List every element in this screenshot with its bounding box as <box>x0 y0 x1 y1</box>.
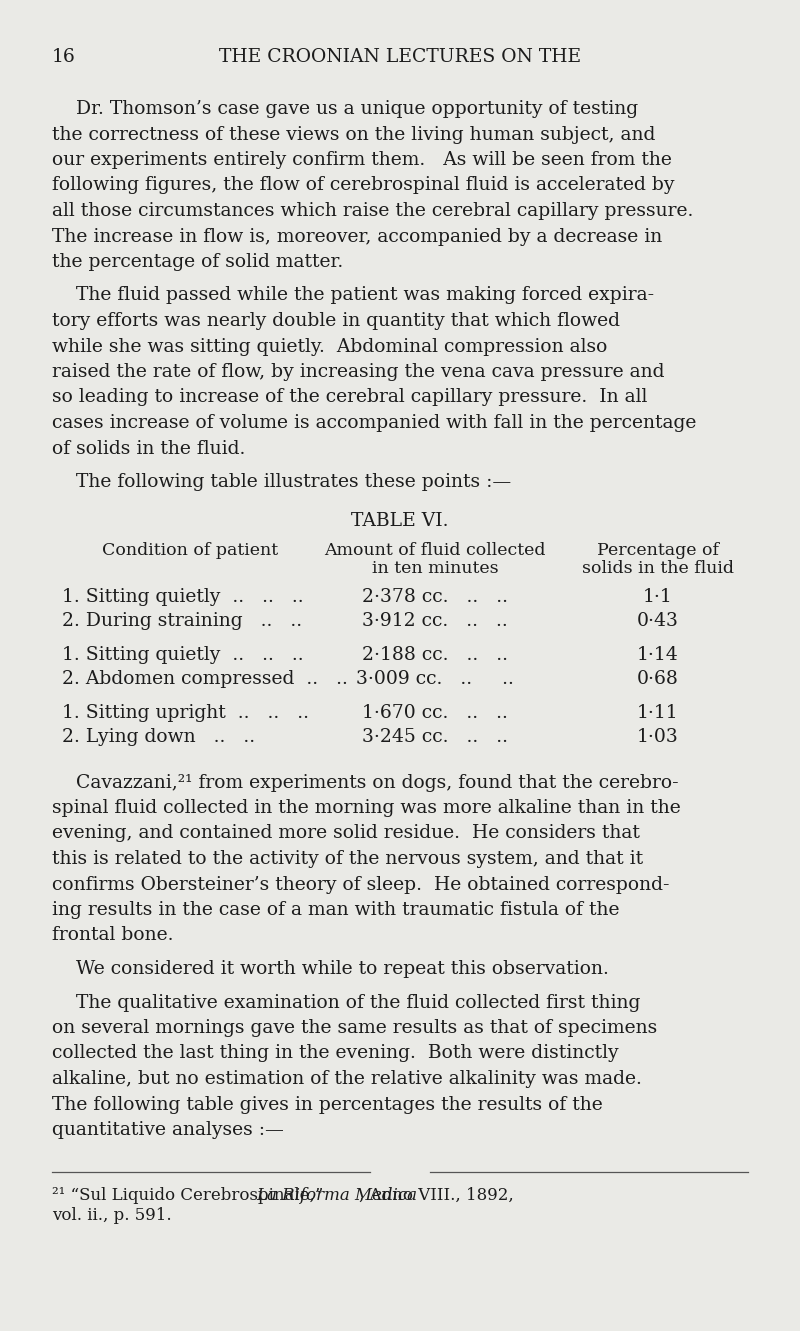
Text: The increase in flow is, moreover, accompanied by a decrease in: The increase in flow is, moreover, accom… <box>52 228 662 245</box>
Text: Condition of patient: Condition of patient <box>102 542 278 559</box>
Text: spinal fluid collected in the morning was more alkaline than in the: spinal fluid collected in the morning wa… <box>52 799 681 817</box>
Text: our experiments entirely confirm them.   As will be seen from the: our experiments entirely confirm them. A… <box>52 150 672 169</box>
Text: in ten minutes: in ten minutes <box>372 560 498 578</box>
Text: alkaline, but no estimation of the relative alkalinity was made.: alkaline, but no estimation of the relat… <box>52 1070 642 1087</box>
Text: collected the last thing in the evening.  Both were distinctly: collected the last thing in the evening.… <box>52 1045 618 1062</box>
Text: 0·68: 0·68 <box>637 671 679 688</box>
Text: The fluid passed while the patient was making forced expira-: The fluid passed while the patient was m… <box>52 286 654 305</box>
Text: following figures, the flow of cerebrospinal fluid is accelerated by: following figures, the flow of cerebrosp… <box>52 177 674 194</box>
Text: Amount of fluid collected: Amount of fluid collected <box>324 542 546 559</box>
Text: 1·1: 1·1 <box>643 587 673 606</box>
Text: 1·670 cc.   ..   ..: 1·670 cc. .. .. <box>362 704 508 721</box>
Text: 2·378 cc.   ..   ..: 2·378 cc. .. .. <box>362 587 508 606</box>
Text: The qualitative examination of the fluid collected first thing: The qualitative examination of the fluid… <box>52 993 640 1012</box>
Text: , Anno VIII., 1892,: , Anno VIII., 1892, <box>358 1187 514 1205</box>
Text: the correctness of these views on the living human subject, and: the correctness of these views on the li… <box>52 125 655 144</box>
Text: The following table gives in percentages the results of the: The following table gives in percentages… <box>52 1095 602 1114</box>
Text: quantitative analyses :—: quantitative analyses :— <box>52 1121 284 1139</box>
Text: 1·11: 1·11 <box>637 704 679 721</box>
Text: ing results in the case of a man with traumatic fistula of the: ing results in the case of a man with tr… <box>52 901 619 918</box>
Text: on several mornings gave the same results as that of specimens: on several mornings gave the same result… <box>52 1020 658 1037</box>
Text: all those circumstances which raise the cerebral capillary pressure.: all those circumstances which raise the … <box>52 202 694 220</box>
Text: 2. Lying down   ..   ..: 2. Lying down .. .. <box>62 728 255 747</box>
Text: of solids in the fluid.: of solids in the fluid. <box>52 439 246 458</box>
Text: while she was sitting quietly.  Abdominal compression also: while she was sitting quietly. Abdominal… <box>52 338 607 355</box>
Text: 3·009 cc.   ..     ..: 3·009 cc. .. .. <box>356 671 514 688</box>
Text: so leading to increase of the cerebral capillary pressure.  In all: so leading to increase of the cerebral c… <box>52 389 647 406</box>
Text: vol. ii., p. 591.: vol. ii., p. 591. <box>52 1207 172 1225</box>
Text: The following table illustrates these points :—: The following table illustrates these po… <box>52 473 511 491</box>
Text: confirms Obersteiner’s theory of sleep.  He obtained correspond-: confirms Obersteiner’s theory of sleep. … <box>52 876 670 893</box>
Text: frontal bone.: frontal bone. <box>52 926 174 945</box>
Text: 1. Sitting upright  ..   ..   ..: 1. Sitting upright .. .. .. <box>62 704 309 721</box>
Text: 0·43: 0·43 <box>637 612 679 631</box>
Text: Percentage of: Percentage of <box>597 542 719 559</box>
Text: We considered it worth while to repeat this observation.: We considered it worth while to repeat t… <box>52 960 609 978</box>
Text: 1. Sitting quietly  ..   ..   ..: 1. Sitting quietly .. .. .. <box>62 646 304 663</box>
Text: 16: 16 <box>52 48 76 67</box>
Text: La Riforma Medica: La Riforma Medica <box>257 1187 418 1205</box>
Text: the percentage of solid matter.: the percentage of solid matter. <box>52 253 343 272</box>
Text: raised the rate of flow, by increasing the vena cava pressure and: raised the rate of flow, by increasing t… <box>52 363 665 381</box>
Text: THE CROONIAN LECTURES ON THE: THE CROONIAN LECTURES ON THE <box>219 48 581 67</box>
Text: this is related to the activity of the nervous system, and that it: this is related to the activity of the n… <box>52 851 643 868</box>
Text: 1. Sitting quietly  ..   ..   ..: 1. Sitting quietly .. .. .. <box>62 587 304 606</box>
Text: solids in the fluid: solids in the fluid <box>582 560 734 578</box>
Text: 2. During straining   ..   ..: 2. During straining .. .. <box>62 612 302 631</box>
Text: evening, and contained more solid residue.  He considers that: evening, and contained more solid residu… <box>52 824 640 843</box>
Text: Cavazzani,²¹ from experiments on dogs, found that the cerebro-: Cavazzani,²¹ from experiments on dogs, f… <box>52 773 678 792</box>
Text: tory efforts was nearly double in quantity that which flowed: tory efforts was nearly double in quanti… <box>52 311 620 330</box>
Text: Dr. Thomson’s case gave us a unique opportunity of testing: Dr. Thomson’s case gave us a unique oppo… <box>52 100 638 118</box>
Text: 1·03: 1·03 <box>637 728 679 747</box>
Text: 3·912 cc.   ..   ..: 3·912 cc. .. .. <box>362 612 508 631</box>
Text: TABLE VI.: TABLE VI. <box>351 512 449 531</box>
Text: 2. Abdomen compressed  ..   ..: 2. Abdomen compressed .. .. <box>62 671 348 688</box>
Text: 3·245 cc.   ..   ..: 3·245 cc. .. .. <box>362 728 508 747</box>
Text: ²¹ “Sul Liquido Cerebrospinale,”: ²¹ “Sul Liquido Cerebrospinale,” <box>52 1187 329 1205</box>
Text: 1·14: 1·14 <box>637 646 679 663</box>
Text: cases increase of volume is accompanied with fall in the percentage: cases increase of volume is accompanied … <box>52 414 696 433</box>
Text: 2·188 cc.   ..   ..: 2·188 cc. .. .. <box>362 646 508 663</box>
